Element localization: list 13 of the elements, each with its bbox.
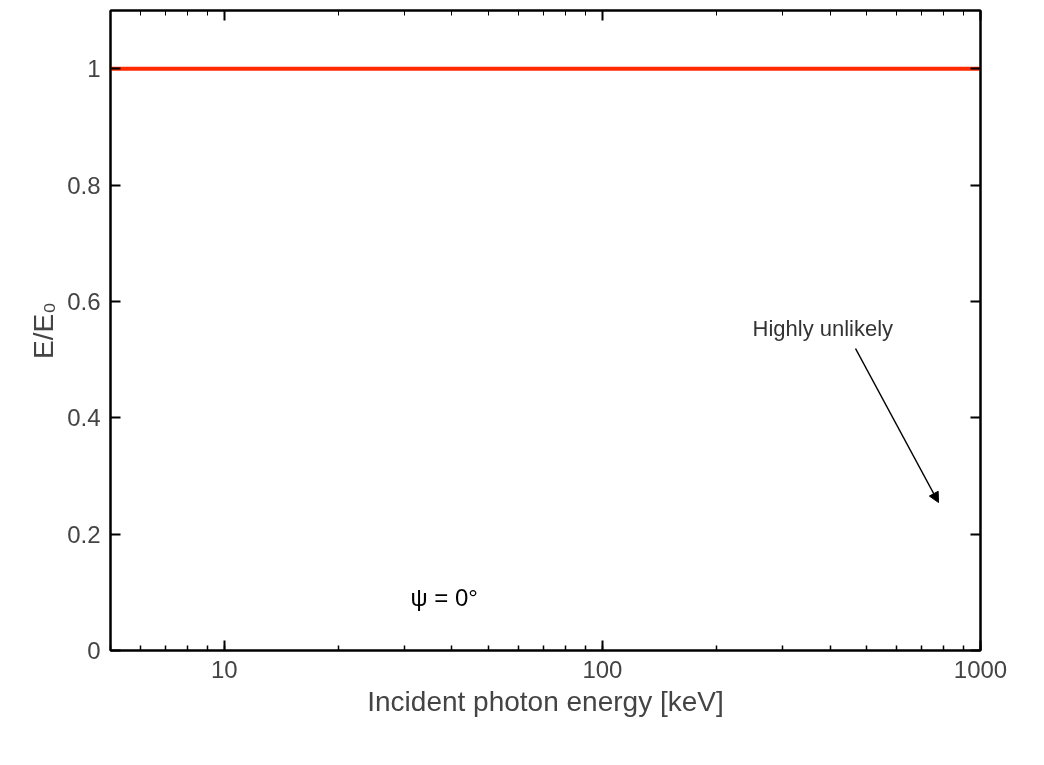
x-tick-label: 100	[582, 655, 623, 683]
annotation: Highly unlikely	[752, 315, 894, 341]
y-tick-label: 0.8	[67, 171, 101, 199]
x-tick-label: 10	[210, 655, 238, 683]
annotation: ψ = 0°	[410, 583, 478, 611]
y-tick-label: 0.6	[67, 287, 101, 315]
x-axis-title: Incident photon energy [keV]	[367, 685, 724, 717]
y-tick-label: 1	[87, 55, 101, 83]
x-tick-label: 1000	[953, 655, 1008, 683]
y-tick-label: 0	[87, 637, 101, 664]
y-tick-label: 0.2	[67, 520, 101, 548]
y-tick-label: 0.4	[67, 404, 101, 432]
y-axis-title: E/E₀	[28, 302, 60, 359]
